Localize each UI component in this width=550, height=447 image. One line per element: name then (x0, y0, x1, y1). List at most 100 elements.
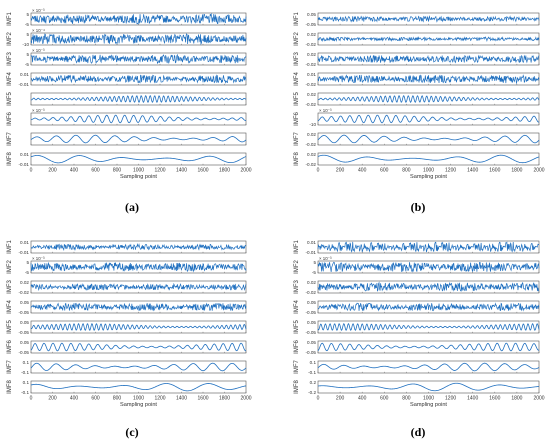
x-tick-label: 1600 (489, 396, 500, 402)
imf-label: IMF6 (294, 340, 300, 354)
imf-label: IMF1 (7, 240, 13, 254)
imf-label: IMF6 (7, 340, 13, 354)
y-tick-label: 0.02 (307, 92, 316, 97)
y-tick-label: 0.01 (307, 72, 316, 77)
y-tick-label: -0.02 (306, 42, 317, 47)
axes-frame (30, 340, 247, 354)
y-tick-label: -0.01 (306, 250, 317, 255)
y-tick-label: -0.02 (19, 290, 30, 295)
row-imf6: IMF6 -10 × 10⁻³ (294, 108, 540, 127)
row-imf2: IMF2 5 -5 × 10⁻³ (294, 256, 540, 275)
y-tick-label: 5 (26, 52, 29, 57)
x-tick-label: 1800 (511, 168, 522, 174)
signal-line (30, 383, 247, 392)
x-tick-label: 0 (317, 168, 320, 174)
y-tick-label: 0.01 (20, 72, 29, 77)
row-imf5: IMF5 0.02 -0.02 (294, 92, 540, 107)
imf-label: IMF4 (7, 72, 13, 86)
axes-frame (317, 360, 540, 374)
x-tick-label: 800 (402, 168, 411, 174)
x-tick-label: 2000 (240, 396, 251, 402)
x-axis: 0 200 400 600 800 1000 1200 1400 1600 1800 2000 Sam… (30, 168, 252, 181)
axes-frame (30, 32, 247, 46)
imf-label: IMF7 (7, 132, 13, 146)
x-tick-label: 1600 (197, 396, 208, 402)
y-tick-label: -0.02 (306, 162, 317, 167)
axes-frame (317, 260, 540, 274)
row-imf3: IMF3 0.02 -0.02 (294, 52, 540, 67)
x-tick-label: 1800 (219, 168, 230, 174)
y-tick-label: 0.05 (20, 300, 29, 305)
x-tick-label: 800 (113, 168, 122, 174)
x-tick-label: 1200 (154, 168, 165, 174)
row-imf5: IMF5 0.05 -0.05 (294, 320, 540, 335)
x-tick-label: 1000 (133, 168, 144, 174)
axes-frame (30, 112, 247, 126)
row-imf3: IMF3 0.02 -0.02 (294, 280, 540, 295)
signal-line (317, 134, 540, 144)
imf-label: IMF4 (294, 300, 300, 314)
x-tick-label: 1800 (511, 396, 522, 402)
signal-line (317, 382, 540, 392)
row-imf1: IMF1 0.01 -0.01 (294, 240, 540, 255)
row-imf4: IMF4 0.05 -0.05 (7, 300, 247, 315)
x-tick-label: 1800 (219, 396, 230, 402)
signal-line (317, 95, 540, 104)
signal-line (30, 74, 247, 84)
signal-line (30, 155, 247, 164)
y-tick-label: 5 (313, 260, 316, 265)
imf-label: IMF2 (7, 32, 13, 46)
imf-label: IMF2 (294, 260, 300, 274)
axes-frame (30, 240, 247, 254)
row-imf7: IMF7 0.02 -0.02 (294, 132, 540, 147)
x-tick-label: 1400 (467, 396, 478, 402)
imf-label: IMF5 (294, 320, 300, 334)
imf-label: IMF3 (7, 52, 13, 66)
imf-label: IMF4 (294, 72, 300, 86)
signal-line (317, 362, 540, 372)
x-tick-label: 600 (380, 168, 389, 174)
x-tick-label: 1200 (445, 396, 456, 402)
x-axis: 0 200 400 600 800 1000 1200 1400 1600 1800 2000 Sam… (317, 396, 545, 409)
axes-frame (30, 380, 247, 394)
x-tick-label: 1400 (176, 168, 187, 174)
imf-label: IMF5 (294, 92, 300, 106)
y-tick-label: 0.01 (20, 240, 29, 245)
x-axis: 0 200 400 600 800 1000 1200 1400 1600 1800 2000 Sam… (317, 168, 545, 181)
y-tick-label: -5 (25, 270, 30, 275)
y-tick-label: 0.05 (307, 12, 316, 17)
caption-c: (c) (125, 425, 139, 439)
y-tick-label: 0.1 (23, 380, 30, 385)
row-imf2: IMF2 5 -10 × 10⁻⁴ (7, 28, 247, 47)
imf-label: IMF2 (7, 260, 13, 274)
y-tick-label: 0.1 (310, 360, 317, 365)
y-tick-label: 0.02 (307, 132, 316, 137)
imf-label: IMF1 (7, 12, 13, 26)
y-exponent-label: × 10⁻³ (32, 108, 45, 113)
row-imf8: IMF8 0.1 -0.1 (7, 380, 247, 395)
x-tick-label: 2000 (240, 168, 251, 174)
y-tick-label: -0.02 (306, 142, 317, 147)
y-tick-label: 0.02 (20, 280, 29, 285)
x-axis-label: Sampling point (120, 402, 157, 408)
x-tick-label: 1400 (467, 168, 478, 174)
y-tick-label: 0.05 (20, 340, 29, 345)
y-tick-label: 0.02 (307, 52, 316, 57)
y-tick-label: -0.02 (306, 290, 317, 295)
signal-line (30, 134, 247, 144)
x-axis-label: Sampling point (120, 174, 157, 180)
row-imf4: IMF4 0.01 -0.02 (294, 72, 540, 87)
x-tick-label: 1200 (445, 168, 456, 174)
signal-line (317, 114, 540, 124)
x-tick-label: 1600 (197, 168, 208, 174)
row-imf7: IMF7 0.1 -0.1 (294, 360, 540, 375)
x-tick-label: 200 (48, 168, 57, 174)
y-tick-label: 5 (26, 260, 29, 265)
signal-line (30, 302, 247, 312)
y-tick-label: -0.01 (19, 162, 30, 167)
y-exponent-label: × 10⁻³ (32, 256, 45, 261)
y-tick-label: 0.05 (20, 320, 29, 325)
y-tick-label: 0.01 (20, 152, 29, 157)
signal-line (317, 74, 540, 85)
